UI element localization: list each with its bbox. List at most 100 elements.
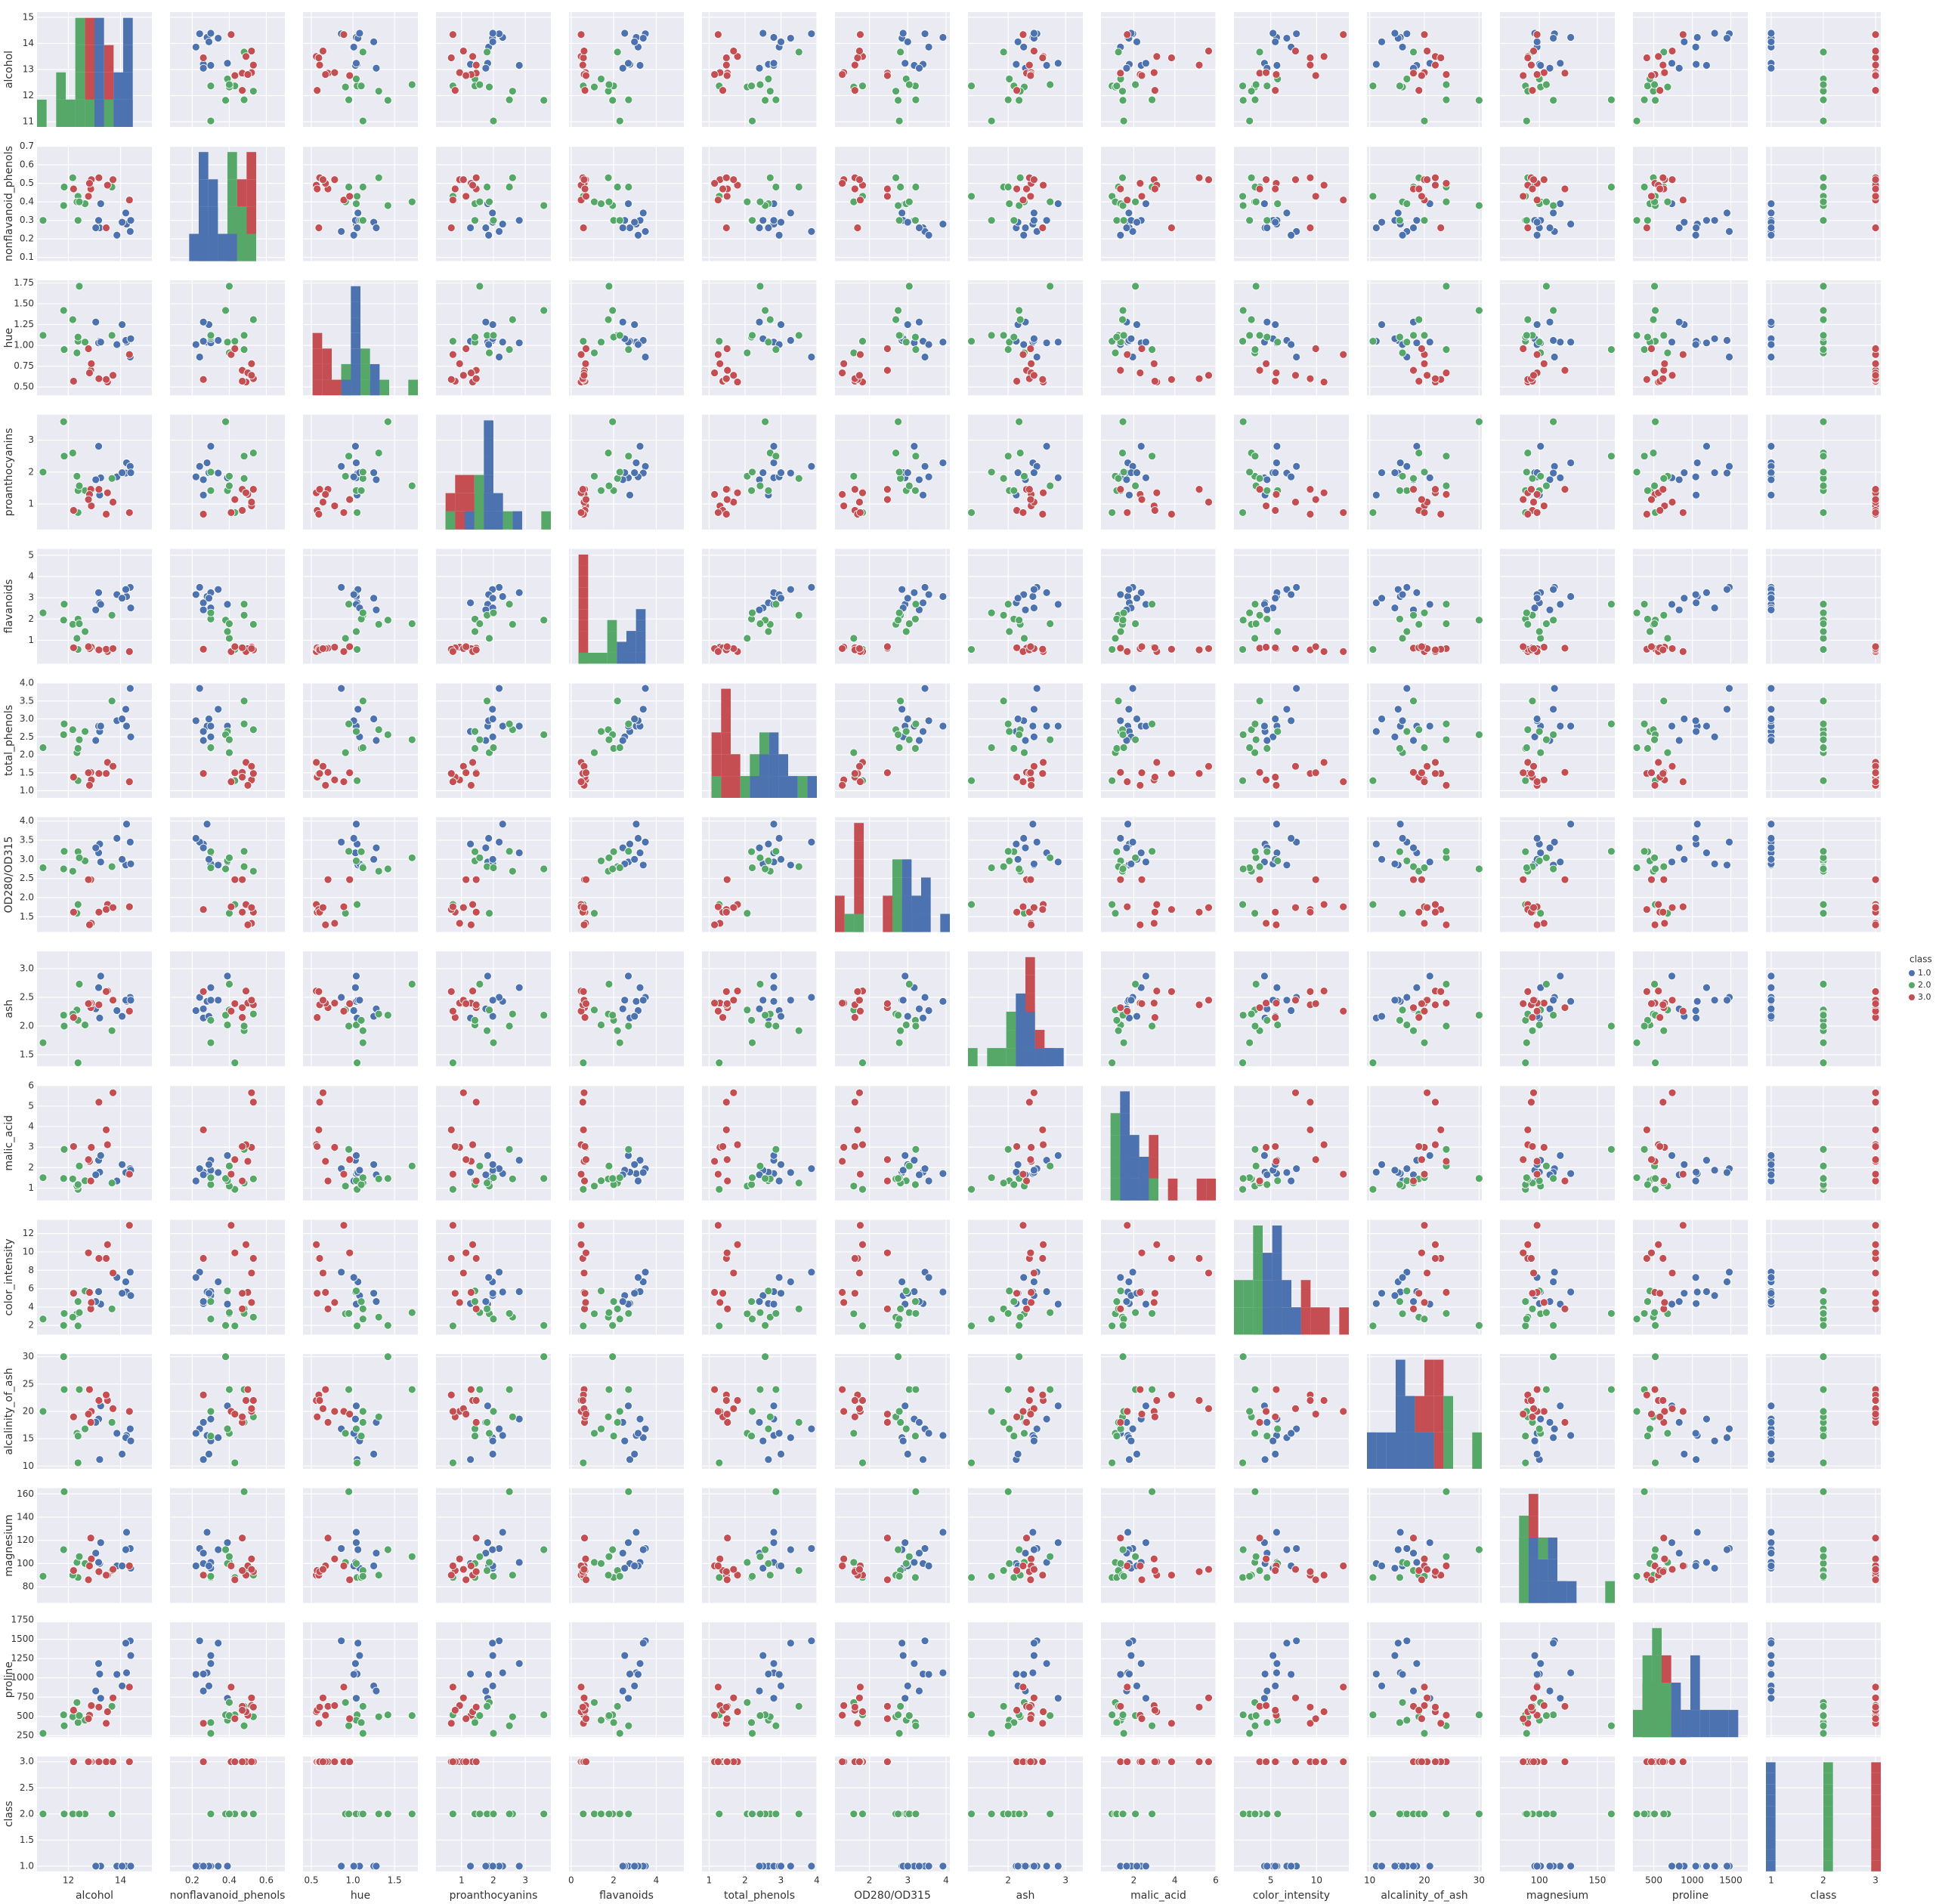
scatter-point	[1038, 1126, 1047, 1134]
histogram-block	[711, 754, 722, 777]
scatter-point	[615, 864, 624, 872]
scatter-point	[472, 907, 481, 916]
scatter-point	[1532, 230, 1542, 240]
scatter-point	[468, 52, 477, 61]
scatter-point	[850, 1142, 859, 1151]
scatter-point	[1710, 29, 1719, 38]
scatter-point	[1409, 48, 1418, 57]
scatter-point	[1523, 620, 1532, 629]
scatter-point	[1273, 459, 1281, 467]
scatter-point	[1167, 375, 1176, 384]
y-tick-label: 0.6	[20, 159, 34, 170]
scatter-point	[1442, 1145, 1451, 1154]
scatter-point	[249, 485, 258, 493]
scatter-point	[1271, 37, 1280, 46]
scatter-point	[635, 61, 645, 70]
scatter-point	[515, 848, 524, 858]
scatter-point	[1028, 820, 1037, 829]
scatter-point	[337, 462, 346, 471]
histogram-block	[312, 332, 323, 349]
scatter-point	[1659, 862, 1668, 871]
scatter-point	[1149, 999, 1158, 1007]
scatter-point	[577, 508, 586, 517]
scatter-point	[1013, 1142, 1021, 1151]
scatter-point	[713, 350, 722, 359]
scatter-point	[1556, 1151, 1565, 1160]
scatter-point	[1409, 610, 1418, 620]
scatter-point	[1013, 468, 1022, 478]
scatter-point	[1431, 1000, 1439, 1009]
scatter-point	[1112, 847, 1121, 856]
scatter-point	[1423, 1088, 1432, 1097]
scatter-point	[924, 590, 933, 599]
scatter-point	[1026, 875, 1035, 884]
scatter-point	[1149, 359, 1158, 368]
scatter-point	[1420, 468, 1429, 477]
scatter-point	[905, 735, 914, 744]
scatter-point	[1368, 776, 1378, 785]
scatter-point	[125, 1170, 134, 1179]
scatter-point	[227, 508, 236, 517]
scatter-point	[892, 173, 900, 182]
scatter-point	[1767, 715, 1776, 723]
scatter-point	[1643, 614, 1652, 623]
scatter-point	[199, 727, 208, 736]
scatter-point	[910, 1156, 919, 1164]
scatter-point	[489, 864, 498, 872]
scatter-point	[1532, 1157, 1542, 1166]
scatter-point	[475, 80, 484, 89]
scatter-point	[1642, 905, 1651, 914]
scatter-point	[1819, 697, 1828, 706]
scatter-point	[1255, 1176, 1264, 1185]
histogram-block	[465, 474, 475, 493]
scatter-point	[967, 900, 976, 909]
scatter-point	[1521, 847, 1530, 856]
scatter-point	[1659, 366, 1668, 375]
histogram-block	[484, 456, 493, 475]
scatter-point	[1819, 417, 1828, 426]
scatter-point	[1122, 224, 1131, 232]
scatter-point	[199, 605, 208, 614]
scatter-point	[206, 1180, 215, 1189]
scatter-point	[840, 1143, 849, 1151]
scatter-point	[345, 642, 354, 651]
scatter-point	[247, 371, 256, 380]
scatter-point	[1251, 452, 1260, 461]
scatter-point	[462, 999, 471, 1008]
scatter-point	[919, 490, 927, 499]
scatter-point	[1152, 758, 1161, 767]
scatter-point	[590, 82, 598, 91]
scatter-point	[911, 614, 920, 623]
scatter-point	[1691, 834, 1700, 842]
histogram-block	[892, 877, 902, 896]
histogram-block	[75, 17, 85, 45]
scatter-point	[849, 748, 858, 757]
scatter-point	[1245, 116, 1254, 125]
scatter-point	[1409, 485, 1418, 493]
scatter-point	[710, 179, 719, 188]
scatter-point	[1013, 907, 1021, 916]
scatter-point	[715, 1185, 724, 1194]
scatter-point	[1536, 909, 1545, 918]
scatter-point	[1396, 1180, 1404, 1189]
scatter-point	[1402, 199, 1412, 209]
scatter-point	[125, 777, 134, 787]
scatter-point	[69, 773, 78, 781]
y-tick-label: 2.0	[20, 1021, 34, 1031]
scatter-point	[1527, 485, 1535, 493]
scatter-point	[1659, 331, 1668, 340]
scatter-point	[761, 864, 769, 873]
histogram-block	[921, 877, 931, 896]
scatter-point	[355, 1166, 364, 1175]
scatter-point	[1678, 777, 1687, 787]
scatter-point	[999, 474, 1008, 483]
scatter-point	[883, 71, 892, 80]
scatter-point	[1287, 590, 1296, 599]
scatter-point	[1606, 600, 1616, 608]
scatter-point	[639, 996, 648, 1005]
scatter-point	[883, 495, 892, 504]
scatter-point	[895, 1038, 904, 1047]
scatter-point	[1142, 199, 1150, 209]
scatter-point	[911, 719, 920, 728]
scatter-point	[579, 1059, 588, 1068]
